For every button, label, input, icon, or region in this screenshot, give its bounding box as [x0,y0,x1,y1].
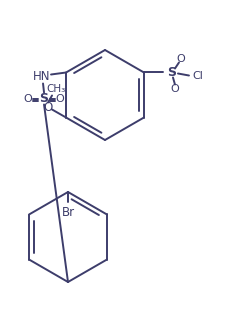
Text: O: O [170,84,179,94]
Text: O: O [43,101,52,114]
Text: Br: Br [61,206,74,218]
Text: O: O [55,94,64,105]
Text: CH₃: CH₃ [46,84,65,94]
Text: O: O [24,94,32,105]
Text: Cl: Cl [192,72,203,82]
Text: S: S [39,92,48,105]
Text: O: O [176,53,185,63]
Text: HN: HN [33,70,51,83]
Text: S: S [167,66,176,79]
